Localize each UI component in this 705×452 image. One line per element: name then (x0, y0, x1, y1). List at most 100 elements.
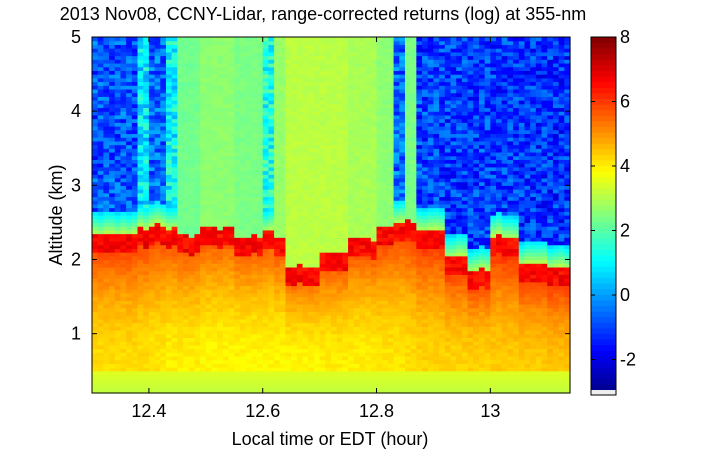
heatmap-cell (268, 322, 275, 327)
heatmap-cell (291, 88, 298, 94)
heatmap-cell (103, 363, 110, 368)
heatmap-cell (177, 285, 184, 290)
heatmap-cell (126, 62, 133, 68)
heatmap-cell (257, 100, 264, 105)
heatmap-cell (274, 359, 281, 364)
heatmap-cell (211, 374, 218, 379)
heatmap-cell (131, 244, 139, 249)
heatmap-cell (319, 367, 326, 372)
heatmap-cell (348, 381, 355, 387)
heatmap-cell (160, 196, 167, 201)
heatmap-cell (382, 337, 389, 342)
heatmap-cell (279, 367, 287, 372)
heatmap-cell (217, 281, 224, 287)
heatmap-cell (154, 244, 161, 249)
heatmap-cell (262, 70, 269, 75)
heatmap-cell (234, 333, 241, 338)
heatmap-cell (120, 322, 127, 327)
heatmap-cell (268, 185, 275, 190)
heatmap-cell (131, 107, 139, 112)
heatmap-cell (205, 259, 213, 264)
heatmap-cell (382, 352, 389, 357)
heatmap-cell (165, 300, 173, 305)
heatmap-cell (239, 159, 247, 164)
heatmap-cell (279, 318, 287, 324)
heatmap-cell (154, 237, 161, 242)
heatmap-cell (97, 70, 104, 75)
heatmap-cell (302, 88, 309, 94)
heatmap-cell (279, 196, 287, 201)
heatmap-cell (291, 74, 298, 79)
heatmap-cell (171, 144, 178, 149)
heatmap-cell (137, 355, 144, 361)
heatmap-cell (239, 307, 247, 313)
heatmap-cell (171, 103, 178, 109)
heatmap-cell (302, 189, 309, 194)
heatmap-cell (302, 192, 309, 198)
heatmap-cell (222, 252, 230, 257)
heatmap-cell (370, 74, 378, 79)
heatmap-cell (291, 229, 298, 235)
heatmap-cell (308, 70, 315, 75)
heatmap-cell (313, 107, 321, 112)
heatmap-cell (291, 151, 298, 157)
heatmap-cell (274, 137, 281, 142)
heatmap-cell (126, 355, 133, 361)
heatmap-cell (359, 200, 366, 205)
heatmap-cell (251, 140, 258, 146)
heatmap-cell (359, 352, 366, 357)
heatmap-cell (120, 218, 127, 224)
heatmap-cell (114, 348, 122, 353)
heatmap-cell (211, 66, 218, 71)
heatmap-cell (325, 344, 332, 350)
heatmap-cell (331, 48, 338, 53)
heatmap-cell (183, 66, 190, 71)
heatmap-cell (257, 326, 264, 331)
heatmap-cell (137, 118, 144, 123)
heatmap-cell (137, 103, 144, 109)
heatmap-cell (348, 51, 355, 57)
heatmap-cell (296, 122, 304, 127)
heatmap-cell (160, 159, 167, 164)
heatmap-cell (165, 166, 173, 172)
heatmap-cell (211, 192, 218, 198)
heatmap-cell (109, 296, 116, 301)
heatmap-cell (251, 278, 258, 283)
heatmap-cell (188, 248, 196, 253)
heatmap-cell (143, 281, 150, 287)
heatmap-cell (302, 181, 309, 186)
heatmap-cell (234, 88, 241, 94)
heatmap-cell (285, 103, 292, 109)
heatmap-cell (200, 348, 207, 353)
heatmap-cell (382, 370, 389, 376)
heatmap-cell (205, 126, 213, 131)
heatmap-cell (92, 300, 99, 305)
heatmap-cell (211, 140, 218, 146)
heatmap-cell (171, 211, 178, 216)
heatmap-cell (376, 40, 383, 46)
heatmap-cell (200, 151, 207, 157)
heatmap-cell (370, 359, 378, 364)
heatmap-cell (143, 40, 150, 46)
heatmap-cell (257, 385, 264, 390)
heatmap-cell (217, 233, 224, 238)
heatmap-cell (365, 81, 372, 86)
heatmap-cell (342, 229, 349, 235)
heatmap-cell (348, 62, 355, 68)
heatmap-cell (262, 155, 269, 160)
heatmap-cell (154, 304, 161, 309)
heatmap-cell (194, 266, 201, 272)
heatmap-cell (211, 244, 218, 249)
heatmap-cell (154, 385, 161, 390)
heatmap-cell (308, 192, 315, 198)
heatmap-cell (268, 163, 275, 168)
heatmap-cell (257, 207, 264, 212)
heatmap-cell (211, 129, 218, 135)
heatmap-cell (370, 304, 378, 309)
heatmap-cell (131, 70, 139, 75)
heatmap-cell (211, 74, 218, 79)
heatmap-cell (376, 318, 383, 324)
heatmap-cell (296, 177, 304, 183)
heatmap-cell (302, 81, 309, 86)
heatmap-cell (370, 322, 378, 327)
